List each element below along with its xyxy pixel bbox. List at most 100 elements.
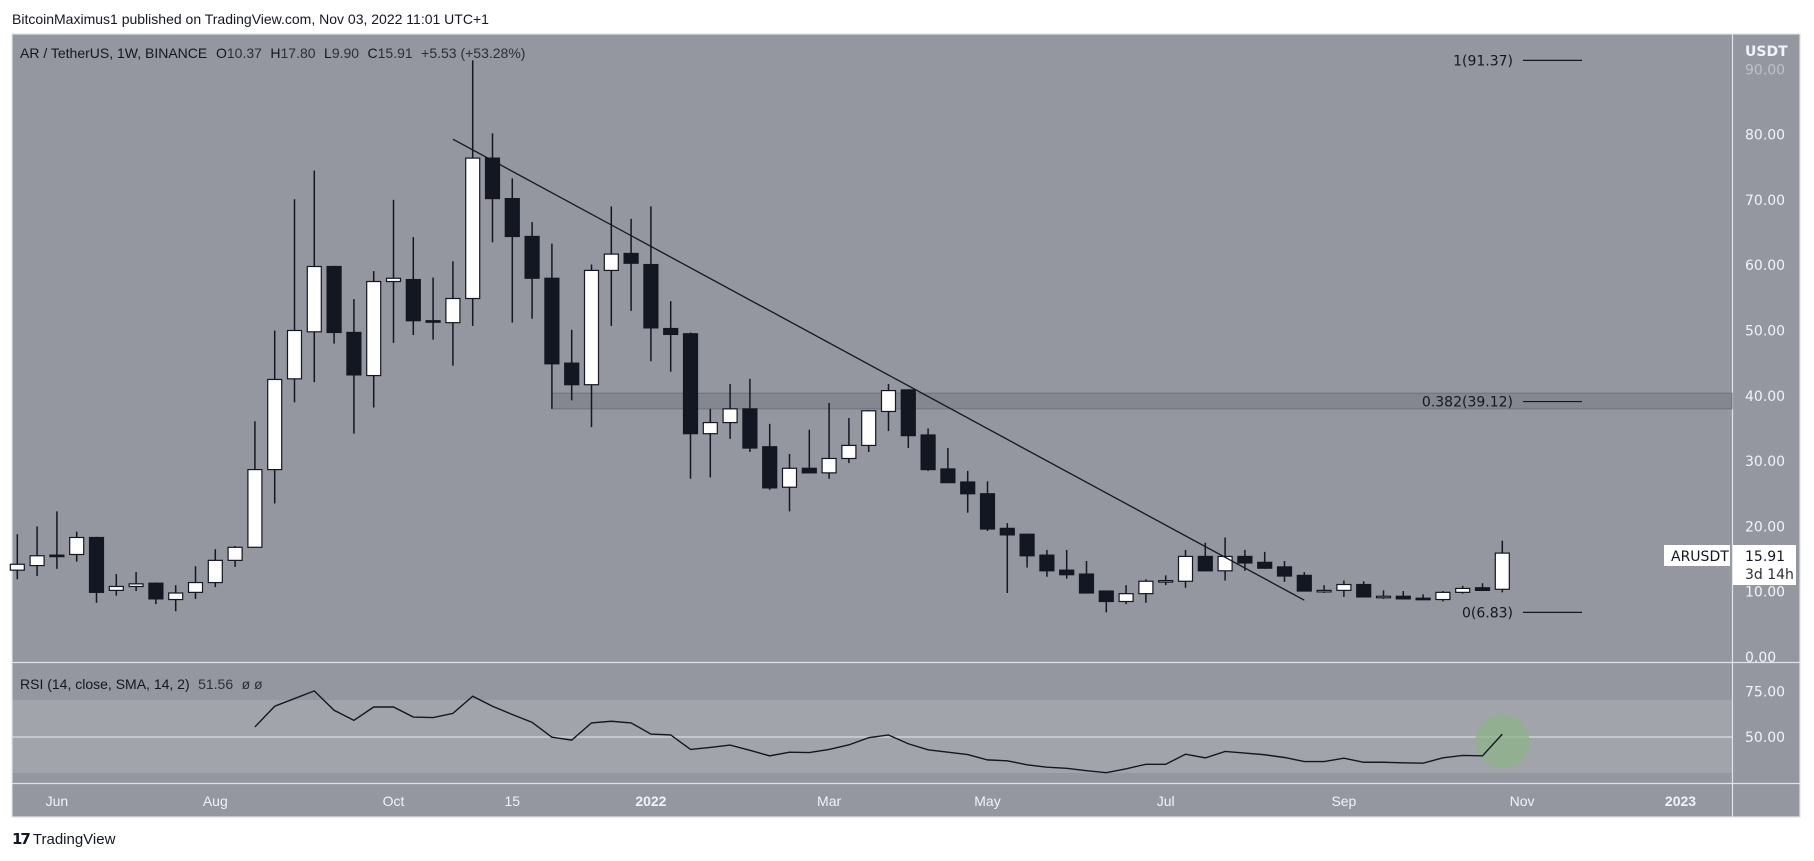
candle-body (979, 493, 996, 530)
candle (227, 545, 243, 567)
candle (69, 531, 85, 562)
candle-body (821, 457, 837, 474)
candle-body (445, 297, 461, 324)
candle (1316, 585, 1332, 594)
candle-body (1276, 566, 1293, 577)
candle-body (880, 389, 897, 413)
price-tick-label: 70.00 (1745, 193, 1785, 209)
fib-level-label: 0(6.83) (1462, 605, 1513, 621)
price-tick-label: 60.00 (1745, 258, 1785, 274)
candle (286, 199, 303, 403)
candle-body (1197, 555, 1213, 572)
candle-body (286, 329, 303, 380)
candle-body (1375, 595, 1392, 599)
candle-body (1237, 555, 1253, 564)
candle (544, 243, 560, 409)
candle-body (682, 333, 699, 435)
candle-body (643, 263, 659, 329)
candle (682, 332, 699, 479)
time-tick-label: Jul (1157, 793, 1175, 809)
candle (1356, 581, 1372, 598)
price-tick-label: 10.00 (1745, 585, 1785, 601)
candle-body (49, 554, 65, 558)
candle (663, 301, 679, 372)
candle-body (207, 559, 223, 584)
candle (979, 481, 996, 531)
rsi-legend-value: 51.56 (198, 676, 233, 692)
price-axis-unit: USDT (1745, 44, 1788, 60)
legend-l-value: 9.90 (332, 45, 359, 61)
candle-body (841, 444, 857, 460)
candle (1098, 590, 1114, 613)
candle-body (1217, 555, 1233, 572)
time-tick-label: Mar (817, 793, 841, 809)
candle (742, 378, 758, 452)
trendline (452, 138, 1305, 601)
time-tick-label: Jun (46, 793, 69, 809)
candles (9, 60, 1510, 613)
candle-body (88, 536, 105, 593)
time-tick-label: 2023 (1665, 793, 1696, 809)
candle (524, 222, 540, 319)
candle (366, 271, 382, 408)
candle (247, 421, 263, 548)
last-price-symbol: ARUSDT (1671, 549, 1729, 565)
candle-body (504, 197, 520, 238)
fib-level-label: 0.382(39.12) (1422, 395, 1513, 411)
candle (108, 574, 124, 596)
candle (187, 566, 204, 599)
candle (1375, 590, 1392, 599)
candle (583, 264, 600, 428)
time-tick-label: Sep (1331, 793, 1356, 809)
rsi-legend-extra: ø ø (242, 676, 263, 692)
candle (960, 470, 976, 513)
candle (9, 534, 25, 580)
candle-body (1336, 583, 1352, 591)
legend-c-value: 15.91 (378, 45, 413, 61)
candle (1336, 580, 1352, 597)
candle (425, 277, 441, 340)
candle (781, 453, 798, 512)
candle-body (900, 389, 916, 437)
candle-body (999, 527, 1015, 536)
candle-body (762, 446, 778, 489)
candle-body (1455, 587, 1471, 593)
candle-body (346, 331, 362, 376)
tradingview-logo[interactable]: 𝟭𝟳 TradingView (12, 830, 115, 849)
candle (1494, 540, 1510, 593)
candle (603, 206, 619, 326)
candle-body (1474, 587, 1491, 591)
candle (564, 329, 580, 401)
candle-body (385, 277, 402, 283)
time-tick-label: Nov (1510, 793, 1535, 809)
candle-body (1316, 589, 1332, 593)
candle (267, 330, 283, 504)
candle (1257, 551, 1273, 569)
candle (702, 408, 718, 478)
candle-body (663, 327, 679, 336)
legend-symbol[interactable]: AR / TetherUS, 1W, BINANCE (20, 45, 207, 61)
candle (1138, 579, 1154, 603)
candle (623, 218, 639, 311)
candle (385, 199, 402, 343)
rsi-legend[interactable]: RSI (14, close, SMA, 14, 2) 51.56 ø ø (20, 676, 263, 693)
price-axis[interactable] (1733, 34, 1800, 817)
candle (49, 511, 65, 569)
candle (504, 178, 520, 323)
candle-body (1415, 597, 1431, 601)
candle-body (781, 467, 798, 488)
rsi-legend-title: RSI (14, close, SMA, 14, 2) (20, 676, 190, 692)
price-pane[interactable] (12, 34, 1732, 662)
candle (306, 170, 322, 383)
candle (405, 237, 421, 336)
candle-body (1356, 583, 1372, 598)
rsi-tick-label: 75.00 (1745, 684, 1785, 700)
candle (1217, 537, 1233, 581)
candle (1118, 585, 1134, 605)
candle (128, 572, 144, 592)
time-axis[interactable] (12, 784, 1732, 817)
candle-body (128, 583, 144, 588)
candle (1474, 583, 1491, 592)
candle (1455, 585, 1471, 594)
